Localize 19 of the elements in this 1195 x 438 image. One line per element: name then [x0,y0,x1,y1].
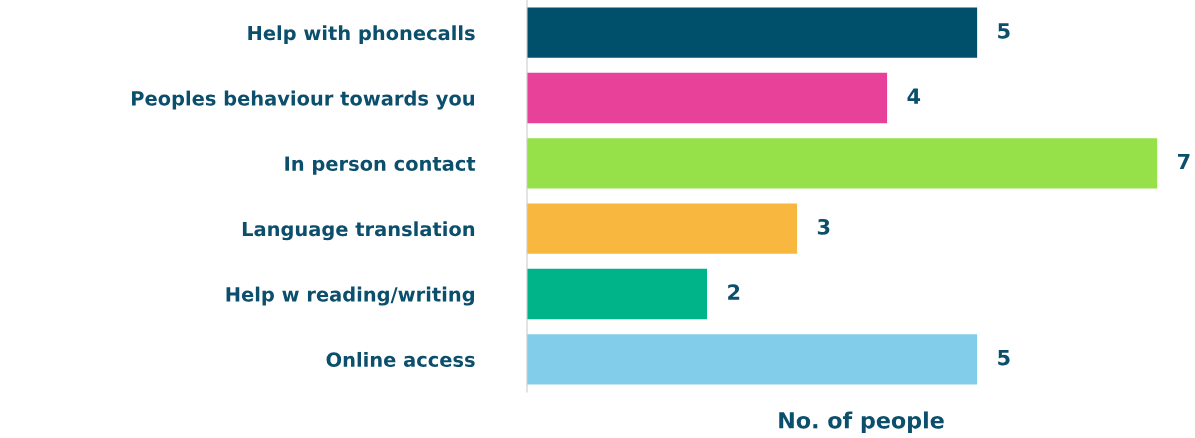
y-tick-label: In person contact [285,156,476,175]
y-tick-label: Online access [326,351,475,367]
data-label: 4 [907,88,921,104]
data-label: 7 [1178,153,1190,170]
y-tick-label: Language translation [242,221,475,241]
y-tick-label: Help w reading/writing [226,286,474,306]
bar [527,7,978,58]
data-label: 5 [998,349,1010,366]
data-label: 5 [998,23,1010,39]
bar [527,268,708,320]
bar [527,138,1158,189]
bar [527,334,978,385]
y-tick-label: Help with phonecalls [248,25,475,45]
bar [527,72,888,124]
data-label: 2 [728,284,740,300]
y-tick-label: Peoples behaviour towards you [132,90,474,110]
bar [527,203,798,254]
data-label: 3 [817,218,830,235]
x-axis-title: No. of people [779,411,944,433]
